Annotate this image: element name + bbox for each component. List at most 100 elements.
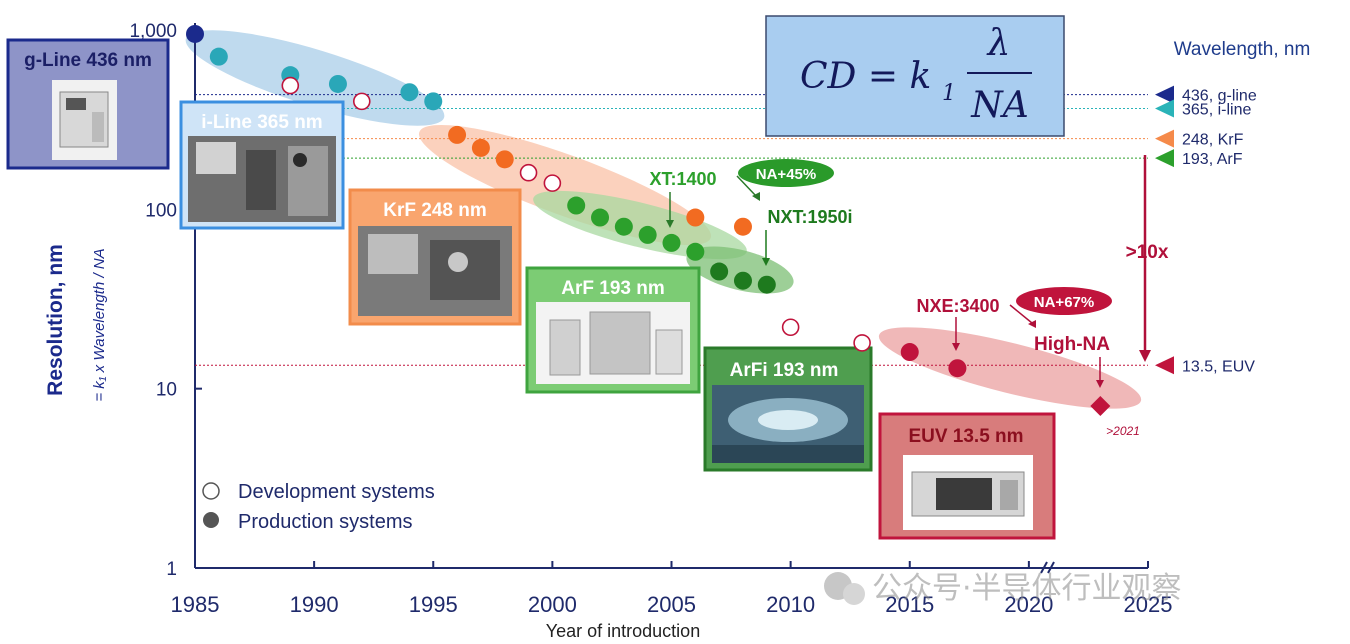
wavelength-marker	[1155, 356, 1174, 375]
wavelength-marker	[1155, 129, 1174, 148]
wavelength-label: 193, ArF	[1182, 151, 1243, 168]
panel-g-line-label: g-Line 436 nm	[24, 50, 152, 71]
legend-production: Production systems	[238, 511, 413, 533]
panel-krf: KrF 248 nm	[348, 188, 522, 326]
watermark: 公众号·半导体行业观察	[824, 571, 1182, 606]
panel-arfi: ArFi 193 nm	[703, 346, 873, 472]
axes: 1,000 100 10 1 1985 1990 1995 2000 2005 2010 2015…	[129, 21, 1172, 617]
y-tick-label: 1	[166, 559, 177, 580]
data-point-development	[519, 163, 538, 182]
formula-background	[765, 15, 1065, 137]
data-point-production	[733, 271, 752, 290]
machine-photo-i-line	[188, 136, 336, 222]
panel-arfi-label: ArFi 193 nm	[730, 360, 839, 381]
wavelength-marker	[1155, 85, 1174, 104]
wavelength-marker	[1155, 149, 1174, 168]
data-point-production	[209, 47, 228, 66]
data-point-diamond	[1090, 396, 1111, 417]
data-point-production	[662, 233, 681, 252]
na67-badge	[1016, 287, 1112, 315]
x-tick-label: 1990	[290, 592, 339, 617]
x-axis-label: Year of introduction	[546, 621, 700, 641]
annotations: XT:1400 NA+45% NXT:1950i NXE:3400 NA+67%…	[649, 159, 1140, 438]
data-point-production	[900, 343, 919, 362]
formula-numerator: λ	[986, 23, 1011, 64]
x-tick-label: 2020	[1004, 592, 1053, 617]
label-2021: >2021	[1106, 424, 1140, 438]
label-high-na: High-NA	[1034, 334, 1110, 355]
x-tick-label: 2025	[1124, 592, 1173, 617]
data-point-production	[471, 138, 490, 157]
improvement-arrow: >10x	[1126, 155, 1169, 362]
data-point-development	[352, 92, 371, 111]
band-euv	[878, 327, 1142, 409]
data-point-development	[543, 174, 562, 192]
label-na45: NA+45%	[756, 166, 816, 183]
data-point-production	[686, 208, 705, 227]
y-axis-label: Resolution, nm	[44, 244, 67, 396]
wavelength-marker	[1155, 99, 1174, 118]
label-na67: NA+67%	[1034, 294, 1094, 311]
legend-dev-marker	[202, 482, 220, 500]
legend-prod-marker	[203, 512, 219, 528]
panel-krf-label: KrF 248 nm	[383, 200, 486, 221]
data-point-production	[567, 196, 586, 215]
y-axis-sublabel: = k₁ x Wavelength / NA	[91, 248, 108, 401]
formula-box: CD = k 1 λ NA	[765, 15, 1065, 137]
formula-lhs: CD = k	[800, 56, 931, 97]
data-point-development	[853, 334, 871, 352]
data-point-production	[948, 359, 967, 378]
x-tick-label: 2000	[528, 592, 577, 617]
data-point-production	[638, 225, 657, 244]
data-point-production	[448, 125, 467, 144]
label-xt1400: XT:1400	[649, 169, 716, 189]
wavelength-label: 248, KrF	[1182, 132, 1244, 149]
x-tick-label: 1985	[171, 592, 220, 617]
y-tick-label: 100	[145, 200, 177, 221]
formula-denominator: NA	[970, 85, 1029, 126]
data-point-production	[733, 217, 752, 236]
wavelength-title: Wavelength, nm	[1174, 39, 1311, 60]
data-point-production	[400, 83, 419, 102]
x-tick-label: 2010	[766, 592, 815, 617]
legend: Development systems Production systems	[202, 481, 435, 533]
machine-photo-arfi	[712, 385, 864, 463]
legend-development: Development systems	[238, 481, 435, 503]
label-nxt1950i: NXT:1950i	[767, 207, 852, 227]
panel-euv: EUV 13.5 nm	[878, 412, 1056, 540]
panel-g-line: g-Line 436 nm	[6, 38, 170, 170]
label-nxe3400: NXE:3400	[916, 296, 999, 316]
data-points	[186, 24, 1111, 417]
panel-euv-label: EUV 13.5 nm	[908, 426, 1023, 447]
y-tick-label: 1,000	[129, 21, 177, 42]
watermark-text: 公众号·半导体行业观察	[872, 571, 1182, 606]
band-arf	[533, 190, 747, 260]
data-point-production	[186, 24, 204, 43]
wavelength-label: 365, i-line	[1182, 101, 1251, 118]
improvement-label: >10x	[1126, 242, 1169, 263]
formula-subscript: 1	[942, 81, 956, 106]
machine-photo-euv	[903, 455, 1033, 530]
panel-arf-label: ArF 193 nm	[561, 278, 664, 299]
data-point-development	[281, 76, 300, 95]
panel-i-line: i-Line 365 nm	[179, 100, 345, 230]
x-tick-label: 2015	[885, 592, 934, 617]
band-i-line	[185, 30, 445, 126]
x-tick-label: 1995	[409, 592, 458, 617]
data-point-production	[495, 150, 514, 169]
data-point-production	[757, 275, 776, 294]
data-point-development	[781, 318, 800, 337]
data-point-production	[591, 208, 610, 227]
wavelength-label: 436, g-line	[1182, 88, 1257, 105]
axis-break	[1040, 561, 1055, 574]
wavelength-label: 13.5, EUV	[1182, 358, 1255, 375]
data-point-production	[686, 242, 705, 261]
machine-photo-krf	[358, 226, 512, 316]
machine-photo-g-line	[52, 80, 117, 160]
y-tick-label: 10	[156, 380, 177, 401]
panel-i-line-label: i-Line 365 nm	[201, 112, 322, 133]
data-point-production	[424, 92, 443, 111]
x-tick-label: 2005	[647, 592, 696, 617]
